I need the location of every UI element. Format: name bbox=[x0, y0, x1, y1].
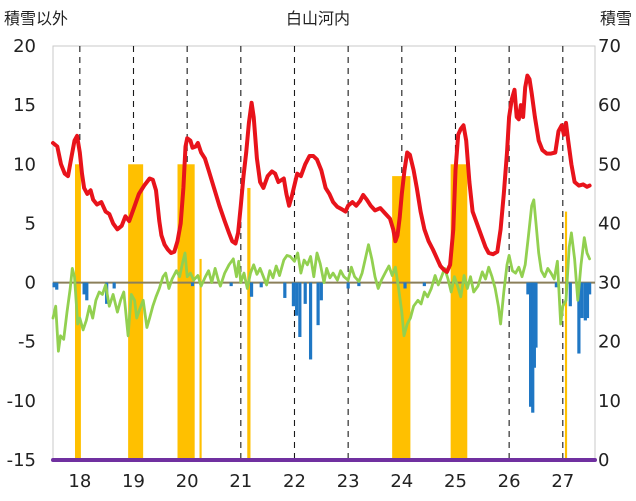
y-left-tick-label-0: 0 bbox=[25, 273, 36, 294]
y-left-tick-label-5: 5 bbox=[25, 213, 36, 234]
blue-bar-5 bbox=[112, 282, 116, 289]
y-right-tick-label-0: 0 bbox=[598, 450, 609, 471]
snow-bar-2 bbox=[177, 164, 195, 461]
blue-bar-22 bbox=[526, 282, 530, 295]
y-right-tick-label-60: 60 bbox=[598, 95, 621, 116]
blue-bar-32 bbox=[585, 282, 590, 319]
y-left-tick-label--5: -5 bbox=[18, 332, 36, 353]
snow-bar-3 bbox=[199, 258, 202, 460]
y-right-tick-label-70: 70 bbox=[598, 36, 621, 57]
snow-bar-7 bbox=[564, 211, 568, 460]
blue-bar-11 bbox=[291, 282, 296, 307]
blue-bar-3 bbox=[85, 282, 89, 301]
blue-bar-9 bbox=[259, 282, 263, 288]
x-tick-label-25: 25 bbox=[444, 471, 467, 492]
blue-bar-31 bbox=[583, 282, 587, 321]
snow-bar-6 bbox=[450, 164, 468, 461]
blue-bar-28 bbox=[568, 282, 572, 307]
left-axis-title: 積雪以外 bbox=[4, 9, 68, 28]
snow-bar-4 bbox=[247, 187, 251, 460]
y-right-tick-label-10: 10 bbox=[598, 391, 621, 412]
x-tick-label-27: 27 bbox=[551, 471, 574, 492]
blue-bar-12 bbox=[295, 282, 299, 316]
y-left-tick-label-20: 20 bbox=[13, 36, 36, 57]
plot-area: 18 19 20 21 22 23 24 25 26 2720151050-5-10-157060… bbox=[7, 36, 621, 492]
red-line-series bbox=[51, 73, 592, 274]
blue-bar-24 bbox=[531, 282, 535, 413]
blue-bar-13 bbox=[298, 282, 302, 337]
blue-bar-7 bbox=[229, 282, 233, 287]
y-right-tick-label-20: 20 bbox=[598, 332, 621, 353]
blue-bar-26 bbox=[534, 282, 538, 348]
blue-bar-19 bbox=[357, 282, 361, 287]
blue-bar-20 bbox=[403, 282, 407, 289]
blue-bar-30 bbox=[580, 282, 584, 319]
blue-bar-6 bbox=[190, 282, 195, 287]
x-tick-label-26: 26 bbox=[498, 471, 521, 492]
blue-bar-16 bbox=[316, 282, 320, 326]
blue-bar-2 bbox=[82, 282, 86, 295]
blue-bar-33 bbox=[588, 282, 592, 295]
right-axis-title: 積雪 bbox=[600, 9, 632, 28]
y-left-tick-label--10: -10 bbox=[7, 391, 36, 412]
blue-bar-1 bbox=[55, 282, 59, 290]
blue-bar-8 bbox=[249, 282, 254, 297]
y-left-tick-label--15: -15 bbox=[7, 450, 36, 471]
blue-bar-25 bbox=[532, 282, 536, 368]
blue-bar-23 bbox=[529, 282, 533, 407]
x-tick-label-21: 21 bbox=[229, 471, 252, 492]
y-right-tick-label-40: 40 bbox=[598, 213, 621, 234]
blue-bar-29 bbox=[577, 282, 581, 354]
green-line-series bbox=[51, 198, 591, 353]
blue-bar-27 bbox=[554, 282, 558, 288]
x-tick-label-24: 24 bbox=[390, 471, 413, 492]
blue-bar-15 bbox=[308, 282, 313, 360]
y-right-tick-label-50: 50 bbox=[598, 154, 621, 175]
x-tick-label-22: 22 bbox=[283, 471, 306, 492]
blue-bar-14 bbox=[303, 282, 307, 304]
blue-bar-10 bbox=[283, 282, 287, 298]
x-tick-label-19: 19 bbox=[122, 471, 145, 492]
x-tick-label-20: 20 bbox=[176, 471, 199, 492]
y-left-tick-label-15: 15 bbox=[13, 95, 36, 116]
chart-title: 白山河内 bbox=[286, 9, 350, 28]
x-tick-label-23: 23 bbox=[337, 471, 360, 492]
blue-bar-18 bbox=[346, 282, 350, 289]
x-tick-label-18: 18 bbox=[68, 471, 91, 492]
blue-bar-17 bbox=[319, 282, 323, 301]
blue-bar-21 bbox=[422, 282, 426, 287]
y-left-tick-label-10: 10 bbox=[13, 154, 36, 175]
blue-bar-0 bbox=[52, 282, 56, 288]
y-right-tick-label-30: 30 bbox=[598, 273, 621, 294]
